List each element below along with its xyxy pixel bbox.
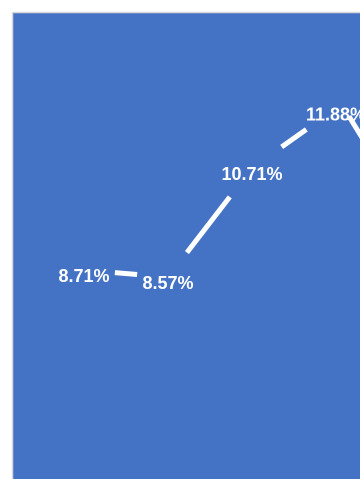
series-line-continuation (346, 115, 360, 140)
data-label-3: 10.71% (221, 164, 282, 184)
data-label-1: 8.71% (58, 266, 109, 286)
data-label-4: 11.88% (306, 104, 360, 124)
series-line (114, 115, 360, 278)
data-label-2: 8.57% (142, 273, 193, 293)
data-labels: 8.71% 8.57% 10.71% 11.88% (58, 104, 360, 293)
drop-lines (83, 126, 337, 479)
plot-background (12, 12, 360, 479)
series-line-segment-1 (114, 270, 138, 278)
series-line-segment-3 (280, 127, 308, 149)
series-line-segment-2 (184, 195, 232, 255)
